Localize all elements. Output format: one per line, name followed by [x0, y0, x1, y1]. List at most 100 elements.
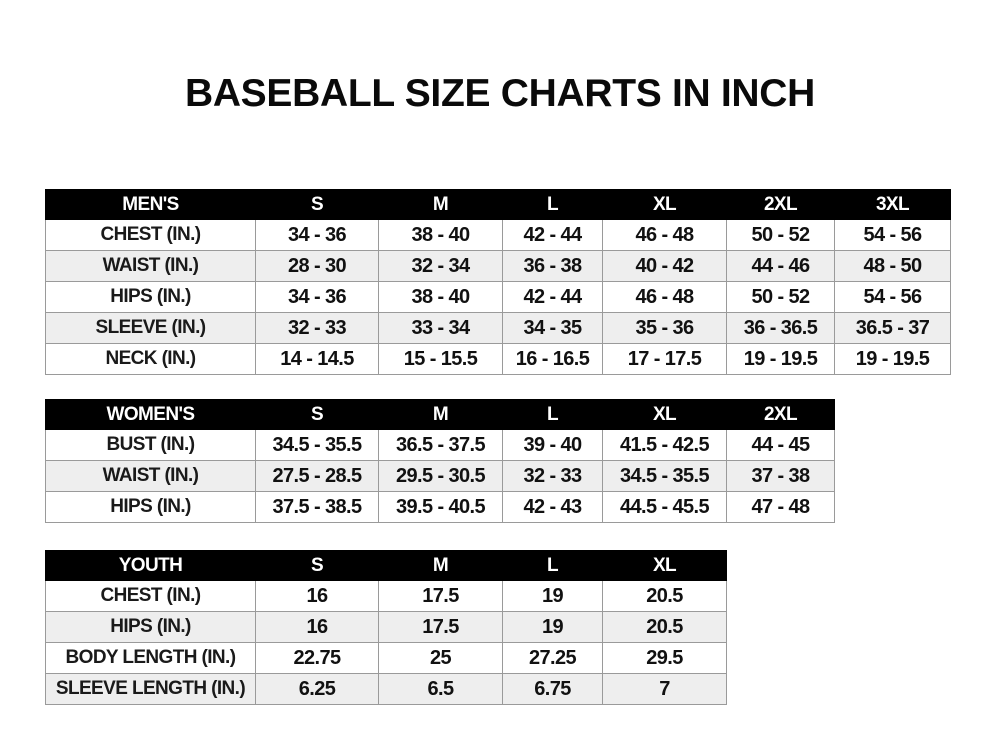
size-value-cell: 38 - 40 — [378, 219, 503, 251]
table-header-row: YOUTH S M L XL — [45, 550, 727, 581]
measurement-label: CHEST (IN.) — [45, 580, 256, 612]
size-value-cell: 32 - 33 — [502, 460, 603, 492]
size-value-cell: 44 - 45 — [726, 429, 835, 461]
size-value-cell: 16 — [255, 580, 379, 612]
size-value-cell: 14 - 14.5 — [255, 343, 379, 375]
measurement-label: SLEEVE LENGTH (IN.) — [45, 673, 256, 705]
size-value-cell: 34 - 36 — [255, 219, 379, 251]
size-value-cell: 50 - 52 — [726, 219, 835, 251]
table-row: CHEST (IN.) 34 - 36 38 - 40 42 - 44 46 - 48 5… — [45, 219, 951, 251]
size-column-header: M — [378, 189, 503, 220]
size-column-header: L — [502, 550, 603, 581]
size-value-cell: 44 - 46 — [726, 250, 835, 282]
size-value-cell: 37.5 - 38.5 — [255, 491, 379, 523]
size-value-cell: 29.5 - 30.5 — [378, 460, 503, 492]
size-value-cell: 36.5 - 37 — [834, 312, 951, 344]
measurement-label: HIPS (IN.) — [45, 491, 256, 523]
size-value-cell: 32 - 34 — [378, 250, 503, 282]
table-row: WAIST (IN.) 28 - 30 32 - 34 36 - 38 40 - 42 4… — [45, 250, 951, 282]
size-value-cell: 27.25 — [502, 642, 603, 674]
size-column-header: 2XL — [726, 189, 835, 220]
table-row: HIPS (IN.) 37.5 - 38.5 39.5 - 40.5 42 - 43 4… — [45, 491, 835, 523]
size-value-cell: 36 - 36.5 — [726, 312, 835, 344]
measurement-label: BUST (IN.) — [45, 429, 256, 461]
size-column-header: 3XL — [834, 189, 951, 220]
table-row: BODY LENGTH (IN.) 22.75 25 27.25 29.5 — [45, 642, 727, 674]
size-column-header: S — [255, 399, 379, 430]
size-value-cell: 20.5 — [602, 580, 727, 612]
size-value-cell: 48 - 50 — [834, 250, 951, 282]
size-value-cell: 42 - 44 — [502, 219, 603, 251]
size-value-cell: 20.5 — [602, 611, 727, 643]
table-row: SLEEVE LENGTH (IN.) 6.25 6.5 6.75 7 — [45, 673, 727, 705]
table-category-header: MEN'S — [45, 189, 256, 220]
size-value-cell: 39 - 40 — [502, 429, 603, 461]
size-value-cell: 19 — [502, 611, 603, 643]
size-value-cell: 6.75 — [502, 673, 603, 705]
table-category-header: YOUTH — [45, 550, 256, 581]
size-value-cell: 28 - 30 — [255, 250, 379, 282]
size-value-cell: 29.5 — [602, 642, 727, 674]
size-value-cell: 42 - 43 — [502, 491, 603, 523]
womens-size-table: WOMEN'S S M L XL 2XL BUST (IN.) 34.5 - 35.5 36.5… — [45, 399, 835, 523]
size-value-cell: 34 - 35 — [502, 312, 603, 344]
size-value-cell: 50 - 52 — [726, 281, 835, 313]
table-row: NECK (IN.) 14 - 14.5 15 - 15.5 16 - 16.5 17 … — [45, 343, 951, 375]
size-value-cell: 34.5 - 35.5 — [602, 460, 727, 492]
size-value-cell: 17.5 — [378, 611, 503, 643]
size-value-cell: 27.5 - 28.5 — [255, 460, 379, 492]
size-column-header: XL — [602, 399, 727, 430]
size-value-cell: 42 - 44 — [502, 281, 603, 313]
table-row: HIPS (IN.) 16 17.5 19 20.5 — [45, 611, 727, 643]
size-column-header: XL — [602, 550, 727, 581]
mens-size-table: MEN'S S M L XL 2XL 3XL CHEST (IN.) 34 - 36 38 - 4… — [45, 189, 951, 375]
size-value-cell: 54 - 56 — [834, 281, 951, 313]
size-value-cell: 36.5 - 37.5 — [378, 429, 503, 461]
size-value-cell: 35 - 36 — [602, 312, 727, 344]
size-column-header: L — [502, 189, 603, 220]
size-column-header: M — [378, 550, 503, 581]
size-value-cell: 37 - 38 — [726, 460, 835, 492]
measurement-label: WAIST (IN.) — [45, 460, 256, 492]
size-value-cell: 54 - 56 — [834, 219, 951, 251]
size-value-cell: 16 - 16.5 — [502, 343, 603, 375]
size-column-header: L — [502, 399, 603, 430]
size-value-cell: 41.5 - 42.5 — [602, 429, 727, 461]
size-value-cell: 39.5 - 40.5 — [378, 491, 503, 523]
size-value-cell: 25 — [378, 642, 503, 674]
measurement-label: HIPS (IN.) — [45, 611, 256, 643]
table-row: CHEST (IN.) 16 17.5 19 20.5 — [45, 580, 727, 612]
size-column-header: S — [255, 189, 379, 220]
size-value-cell: 15 - 15.5 — [378, 343, 503, 375]
size-value-cell: 32 - 33 — [255, 312, 379, 344]
table-row: HIPS (IN.) 34 - 36 38 - 40 42 - 44 46 - 48 50… — [45, 281, 951, 313]
size-value-cell: 46 - 48 — [602, 281, 727, 313]
size-column-header: 2XL — [726, 399, 835, 430]
size-value-cell: 33 - 34 — [378, 312, 503, 344]
size-value-cell: 19 — [502, 580, 603, 612]
size-value-cell: 36 - 38 — [502, 250, 603, 282]
table-row: BUST (IN.) 34.5 - 35.5 36.5 - 37.5 39 - 40 4… — [45, 429, 835, 461]
size-value-cell: 34.5 - 35.5 — [255, 429, 379, 461]
measurement-label: HIPS (IN.) — [45, 281, 256, 313]
size-value-cell: 40 - 42 — [602, 250, 727, 282]
size-value-cell: 6.25 — [255, 673, 379, 705]
size-value-cell: 22.75 — [255, 642, 379, 674]
size-value-cell: 17 - 17.5 — [602, 343, 727, 375]
table-category-header: WOMEN'S — [45, 399, 256, 430]
size-value-cell: 7 — [602, 673, 727, 705]
table-header-row: MEN'S S M L XL 2XL 3XL — [45, 189, 951, 220]
table-header-row: WOMEN'S S M L XL 2XL — [45, 399, 835, 430]
size-value-cell: 19 - 19.5 — [726, 343, 835, 375]
table-row: SLEEVE (IN.) 32 - 33 33 - 34 34 - 35 35 - 36… — [45, 312, 951, 344]
size-value-cell: 44.5 - 45.5 — [602, 491, 727, 523]
measurement-label: SLEEVE (IN.) — [45, 312, 256, 344]
size-value-cell: 38 - 40 — [378, 281, 503, 313]
size-column-header: XL — [602, 189, 727, 220]
size-column-header: M — [378, 399, 503, 430]
size-value-cell: 6.5 — [378, 673, 503, 705]
table-row: WAIST (IN.) 27.5 - 28.5 29.5 - 30.5 32 - 33… — [45, 460, 835, 492]
measurement-label: BODY LENGTH (IN.) — [45, 642, 256, 674]
page-title: BASEBALL SIZE CHARTS IN INCH — [184, 72, 816, 115]
measurement-label: CHEST (IN.) — [45, 219, 256, 251]
